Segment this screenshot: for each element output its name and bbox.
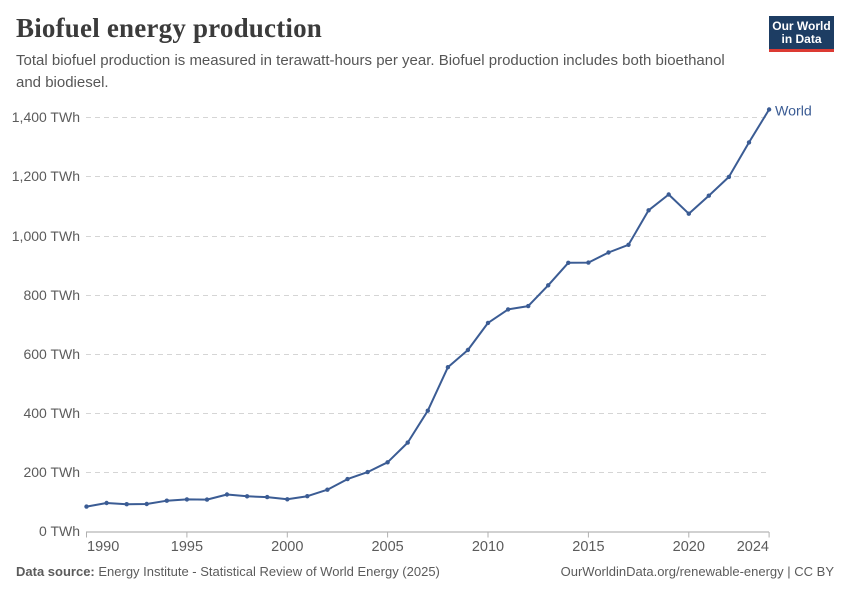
svg-text:2015: 2015 bbox=[572, 539, 604, 555]
svg-text:200 TWh: 200 TWh bbox=[23, 464, 80, 480]
svg-text:2000: 2000 bbox=[271, 539, 303, 555]
svg-text:1,400 TWh: 1,400 TWh bbox=[12, 109, 80, 125]
svg-text:World: World bbox=[775, 104, 812, 120]
svg-text:1,000 TWh: 1,000 TWh bbox=[12, 228, 80, 244]
svg-text:800 TWh: 800 TWh bbox=[23, 287, 80, 303]
svg-text:600 TWh: 600 TWh bbox=[23, 346, 80, 362]
svg-text:1990: 1990 bbox=[87, 539, 119, 555]
svg-text:2020: 2020 bbox=[673, 539, 705, 555]
svg-text:1,200 TWh: 1,200 TWh bbox=[12, 168, 80, 184]
svg-text:0 TWh: 0 TWh bbox=[39, 523, 80, 539]
svg-text:2010: 2010 bbox=[472, 539, 504, 555]
svg-text:2024: 2024 bbox=[737, 539, 769, 555]
svg-text:2005: 2005 bbox=[371, 539, 403, 555]
svg-text:1995: 1995 bbox=[171, 539, 203, 555]
svg-text:400 TWh: 400 TWh bbox=[23, 405, 80, 421]
